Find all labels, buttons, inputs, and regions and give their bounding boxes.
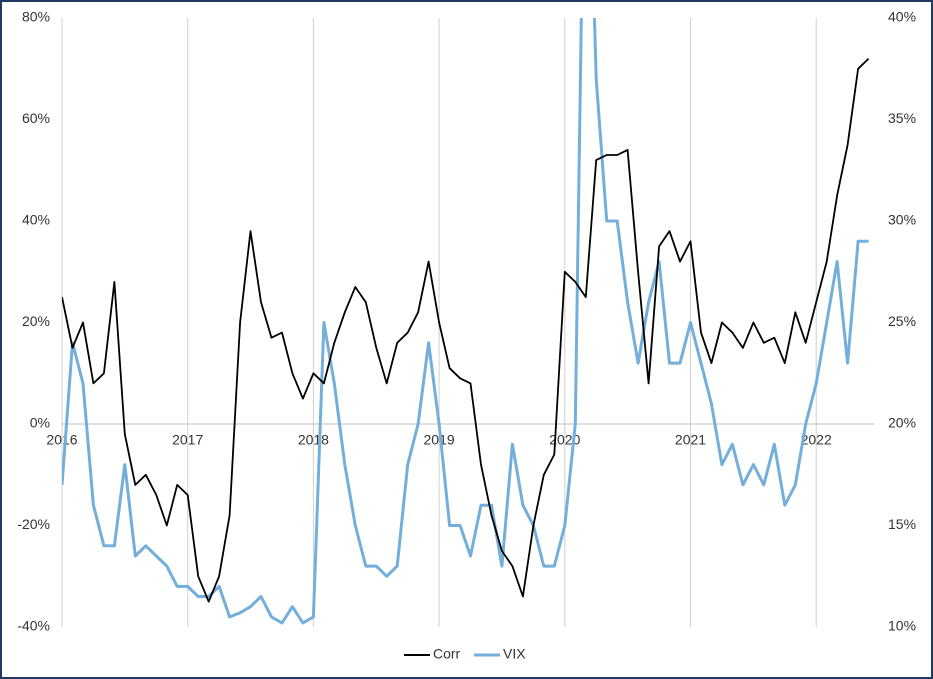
series-line <box>62 57 870 603</box>
series-line <box>62 18 869 625</box>
y2-tick-label: 30% <box>888 212 916 228</box>
y-tick-label: 0% <box>30 415 50 431</box>
y2-tick-label: 10% <box>888 618 916 634</box>
x-tick-label: 2022 <box>801 432 832 448</box>
y-tick-label: 20% <box>22 313 50 329</box>
y2-tick-label: 25% <box>888 313 916 329</box>
legend-label: Corr <box>433 646 461 662</box>
x-tick-label: 2017 <box>172 432 203 448</box>
y-tick-label: -40% <box>17 618 50 634</box>
y-tick-label: 60% <box>22 110 50 126</box>
y2-tick-label: 40% <box>888 9 916 25</box>
x-tick-label: 2019 <box>424 432 455 448</box>
x-tick-label: 2021 <box>675 432 706 448</box>
legend-label: VIX <box>503 646 526 662</box>
x-tick-label: 2016 <box>46 432 77 448</box>
plot-area <box>62 18 870 625</box>
y2-tick-label: 35% <box>888 110 916 126</box>
x-tick-label: 2018 <box>298 432 329 448</box>
y-tick-label: 80% <box>22 9 50 25</box>
y2-tick-label: 15% <box>888 516 916 532</box>
y2-tick-label: 20% <box>888 415 916 431</box>
y-tick-label: -20% <box>17 516 50 532</box>
y-tick-label: 40% <box>22 212 50 228</box>
x-tick-label: 2020 <box>549 432 580 448</box>
